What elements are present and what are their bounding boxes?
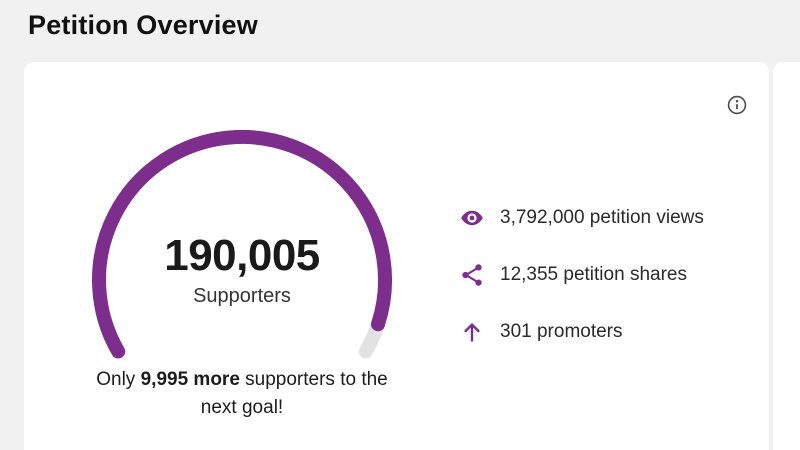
stat-row-promoters: 301 promoters (457, 317, 704, 347)
eye-icon (457, 206, 487, 230)
supporter-count: 190,005 (164, 231, 320, 280)
supporter-label: Supporters (193, 285, 291, 307)
overview-card: 190,005 Supporters Only 9,995 more suppo… (24, 62, 769, 450)
stat-text-promoters: 301 promoters (500, 321, 623, 342)
goal-text-suffix: supporters to the next goal! (200, 369, 388, 418)
info-icon[interactable] (726, 94, 748, 116)
adjacent-card-edge (773, 62, 800, 450)
supporters-gauge: 190,005 Supporters (82, 120, 402, 440)
arrow-up-icon (457, 319, 487, 345)
stat-text-views: 3,792,000 petition views (500, 207, 704, 228)
gauge-chart (92, 130, 392, 359)
stat-text-shares: 12,355 petition shares (500, 264, 687, 285)
goal-text: Only 9,995 more supporters to the next g… (88, 366, 396, 422)
info-icon-glyph (727, 95, 747, 115)
gauge-center-text: 190,005 Supporters (82, 232, 402, 308)
stat-row-views: 3,792,000 petition views (457, 203, 704, 233)
share-icon (457, 262, 487, 288)
stat-row-shares: 12,355 petition shares (457, 260, 704, 290)
gauge-progress-arc (92, 130, 392, 359)
goal-text-remaining: 9,995 more (140, 369, 240, 390)
page-title: Petition Overview (28, 10, 258, 40)
stats-list: 3,792,000 petition views (457, 203, 704, 374)
goal-text-prefix: Only (96, 369, 141, 390)
